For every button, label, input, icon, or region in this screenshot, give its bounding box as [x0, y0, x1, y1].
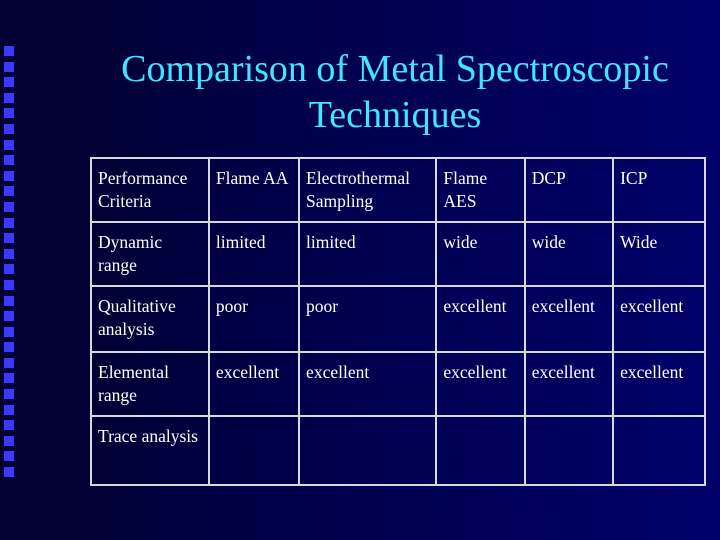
- row-label-cell: Dynamic range: [90, 221, 210, 287]
- decorative-square: [4, 264, 14, 275]
- decorative-square: [4, 201, 14, 212]
- table-row: Trace analysis: [90, 415, 706, 486]
- decorative-square: [4, 123, 14, 134]
- decorative-square-column: [4, 46, 18, 483]
- table-cell: [298, 415, 438, 486]
- table-cell: excellent: [207, 351, 301, 417]
- decorative-square: [4, 92, 14, 103]
- table-header-row: Performance Criteria Flame AA Electrothe…: [90, 157, 706, 223]
- left-decorative-strip: [0, 0, 86, 540]
- table-cell: excellent: [523, 351, 615, 417]
- decorative-square: [4, 155, 14, 166]
- decorative-square: [4, 217, 14, 228]
- table-cell: [523, 415, 615, 486]
- decorative-square: [4, 467, 14, 478]
- table-cell: [207, 415, 301, 486]
- decorative-square: [4, 248, 14, 259]
- row-label-cell: Qualitative analysis: [90, 285, 210, 353]
- decorative-square: [4, 389, 14, 400]
- header-cell-flame-aes: Flame AES: [435, 157, 526, 223]
- slide-title-line-2: Techniques: [308, 94, 482, 136]
- table-row: Qualitative analysis poor poor excellent…: [90, 285, 706, 353]
- decorative-square: [4, 326, 14, 337]
- decorative-square: [4, 404, 14, 415]
- decorative-square: [4, 186, 14, 197]
- table-cell: excellent: [298, 351, 438, 417]
- decorative-square: [4, 435, 14, 446]
- slide-title-line-1: Comparison of Metal Spectroscopic: [121, 48, 669, 90]
- table-cell: excellent: [435, 351, 526, 417]
- table-cell: excellent: [523, 285, 615, 353]
- decorative-square: [4, 77, 14, 88]
- slide-title: Comparison of Metal Spectroscopic Techni…: [90, 46, 700, 138]
- table-cell: limited: [207, 221, 301, 287]
- table-cell: [435, 415, 526, 486]
- table-cell: excellent: [612, 285, 706, 353]
- decorative-square: [4, 170, 14, 181]
- table-cell: wide: [523, 221, 615, 287]
- header-cell-electrothermal-sampling: Electrothermal Sampling: [298, 157, 438, 223]
- row-label-cell: Elemental range: [90, 351, 210, 417]
- header-cell-flame-aa: Flame AA: [207, 157, 301, 223]
- decorative-square: [4, 311, 14, 322]
- table-cell: Wide: [612, 221, 706, 287]
- header-cell-performance-criteria: Performance Criteria: [90, 157, 210, 223]
- decorative-square: [4, 295, 14, 306]
- table-cell: excellent: [612, 351, 706, 417]
- header-cell-dcp: DCP: [523, 157, 615, 223]
- decorative-square: [4, 61, 14, 72]
- header-cell-icp: ICP: [612, 157, 706, 223]
- decorative-square: [4, 139, 14, 150]
- decorative-square: [4, 451, 14, 462]
- decorative-square: [4, 46, 14, 56]
- table-cell: wide: [435, 221, 526, 287]
- decorative-square: [4, 373, 14, 384]
- table-row: Elemental range excellent excellent exce…: [90, 351, 706, 417]
- decorative-square: [4, 420, 14, 431]
- decorative-square: [4, 342, 14, 353]
- decorative-square: [4, 108, 14, 119]
- table-cell: excellent: [435, 285, 526, 353]
- table-cell: [612, 415, 706, 486]
- table-cell: limited: [298, 221, 438, 287]
- decorative-square: [4, 279, 14, 290]
- row-label-cell: Trace analysis: [90, 415, 210, 486]
- table-cell: poor: [298, 285, 438, 353]
- table-cell: poor: [207, 285, 301, 353]
- decorative-square: [4, 357, 14, 368]
- table-row: Dynamic range limited limited wide wide …: [90, 221, 706, 287]
- comparison-table: Performance Criteria Flame AA Electrothe…: [90, 157, 706, 486]
- decorative-square: [4, 233, 14, 244]
